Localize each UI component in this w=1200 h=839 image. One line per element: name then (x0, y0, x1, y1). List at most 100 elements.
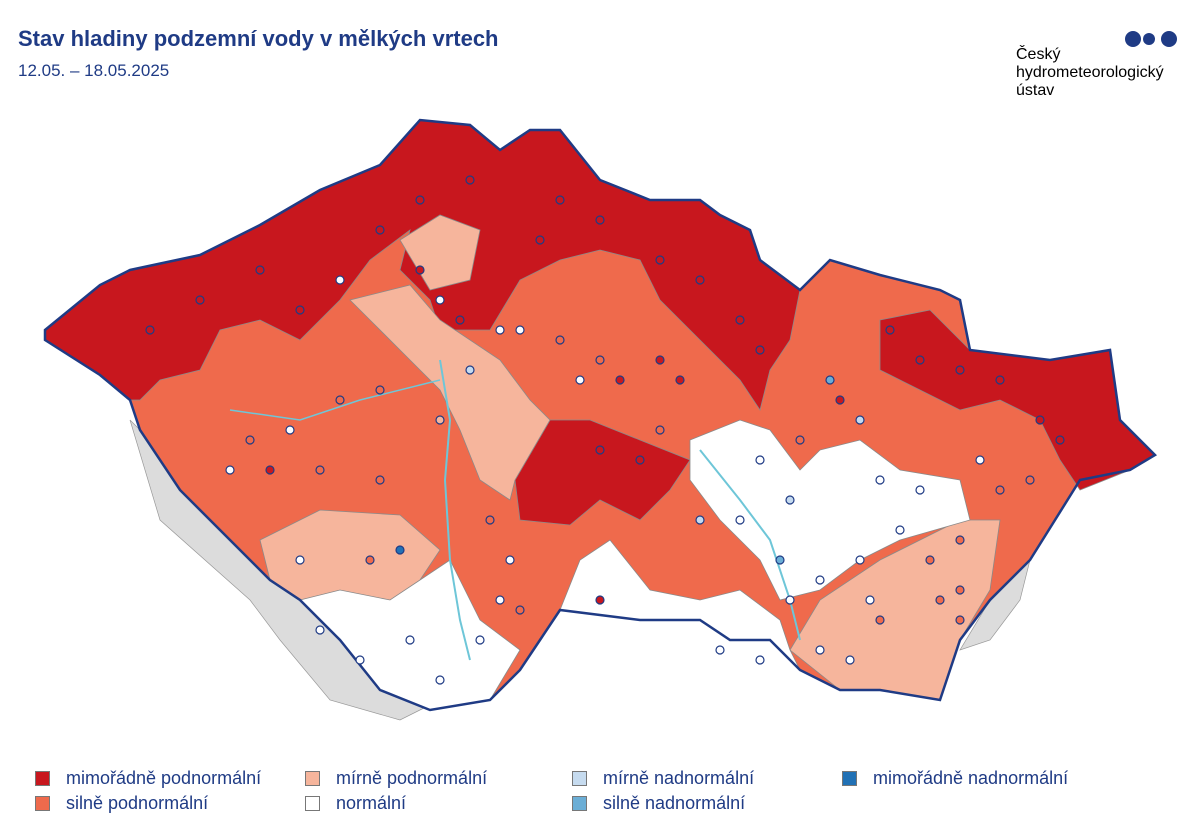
legend-swatch (305, 771, 320, 786)
legend-swatch (842, 771, 857, 786)
station (755, 455, 765, 465)
river (229, 379, 441, 421)
station (655, 255, 665, 265)
station (375, 475, 385, 485)
station (475, 635, 485, 645)
station (265, 465, 275, 475)
station (1035, 415, 1045, 425)
region (349, 284, 551, 501)
station (995, 375, 1005, 385)
legend-swatch (35, 771, 50, 786)
river (439, 359, 471, 661)
station (655, 355, 665, 365)
station (815, 575, 825, 585)
station (855, 555, 865, 565)
legend-item: mimořádně podnormální (35, 768, 261, 789)
logo: Český hydrometeorologický ústav (1016, 46, 1200, 100)
logo-line: hydrometeorologický (1016, 64, 1164, 81)
station (955, 535, 965, 545)
logo-line: Český (1016, 46, 1061, 63)
station (795, 435, 805, 445)
station (835, 395, 845, 405)
station (395, 545, 405, 555)
station (145, 325, 155, 335)
legend-item: mírně podnormální (305, 768, 487, 789)
station (845, 655, 855, 665)
station (955, 615, 965, 625)
station (375, 225, 385, 235)
map (43, 118, 1158, 721)
legend-swatch (305, 796, 320, 811)
station (695, 275, 705, 285)
station (715, 645, 725, 655)
station (865, 595, 875, 605)
station (635, 455, 645, 465)
station (575, 375, 585, 385)
station (435, 415, 445, 425)
station (485, 515, 495, 525)
river (699, 449, 801, 641)
region (689, 419, 971, 601)
region (514, 419, 691, 526)
legend-swatch (572, 796, 587, 811)
station (695, 515, 705, 525)
station (775, 555, 785, 565)
station (875, 615, 885, 625)
station (1025, 475, 1035, 485)
legend-item: silně nadnormální (572, 793, 745, 814)
station (465, 175, 475, 185)
legend-item: mimořádně nadnormální (842, 768, 1068, 789)
station (245, 435, 255, 445)
station (785, 595, 795, 605)
station (415, 195, 425, 205)
station (455, 315, 465, 325)
station (995, 485, 1005, 495)
station (915, 485, 925, 495)
station (315, 465, 325, 475)
station (855, 415, 865, 425)
station (375, 385, 385, 395)
legend-label: silně podnormální (66, 793, 209, 813)
state-border (43, 118, 1158, 712)
station (885, 325, 895, 335)
legend-swatch (35, 796, 50, 811)
station (415, 265, 425, 275)
station (515, 605, 525, 615)
station (595, 215, 605, 225)
station (465, 365, 475, 375)
station (495, 595, 505, 605)
map-date: 12.05. – 18.05.2025 (18, 61, 170, 80)
logo-icon (1125, 31, 1177, 47)
station (735, 515, 745, 525)
station (935, 595, 945, 605)
legend-item: normální (305, 793, 406, 814)
station (595, 355, 605, 365)
station (755, 345, 765, 355)
station (435, 675, 445, 685)
station (875, 475, 885, 485)
station (285, 425, 295, 435)
legend: mimořádně podnormální silně podnormální mí… (0, 760, 1200, 830)
station (815, 645, 825, 655)
station (365, 555, 375, 565)
map-title: Stav hladiny podzemní vody v mělkých vrt… (18, 26, 499, 51)
station (925, 555, 935, 565)
legend-label: mimořádně nadnormální (873, 768, 1069, 788)
station (1055, 435, 1065, 445)
station (195, 295, 205, 305)
station (435, 295, 445, 305)
station (515, 325, 525, 335)
station (295, 305, 305, 315)
station (495, 325, 505, 335)
legend-label: mírně podnormální (336, 768, 488, 788)
station (915, 355, 925, 365)
station (535, 235, 545, 245)
legend-item: silně podnormální (35, 793, 208, 814)
station (595, 445, 605, 455)
logo-line: ústav (1016, 82, 1055, 99)
station (615, 375, 625, 385)
station (955, 365, 965, 375)
station (555, 335, 565, 345)
station (505, 555, 515, 565)
